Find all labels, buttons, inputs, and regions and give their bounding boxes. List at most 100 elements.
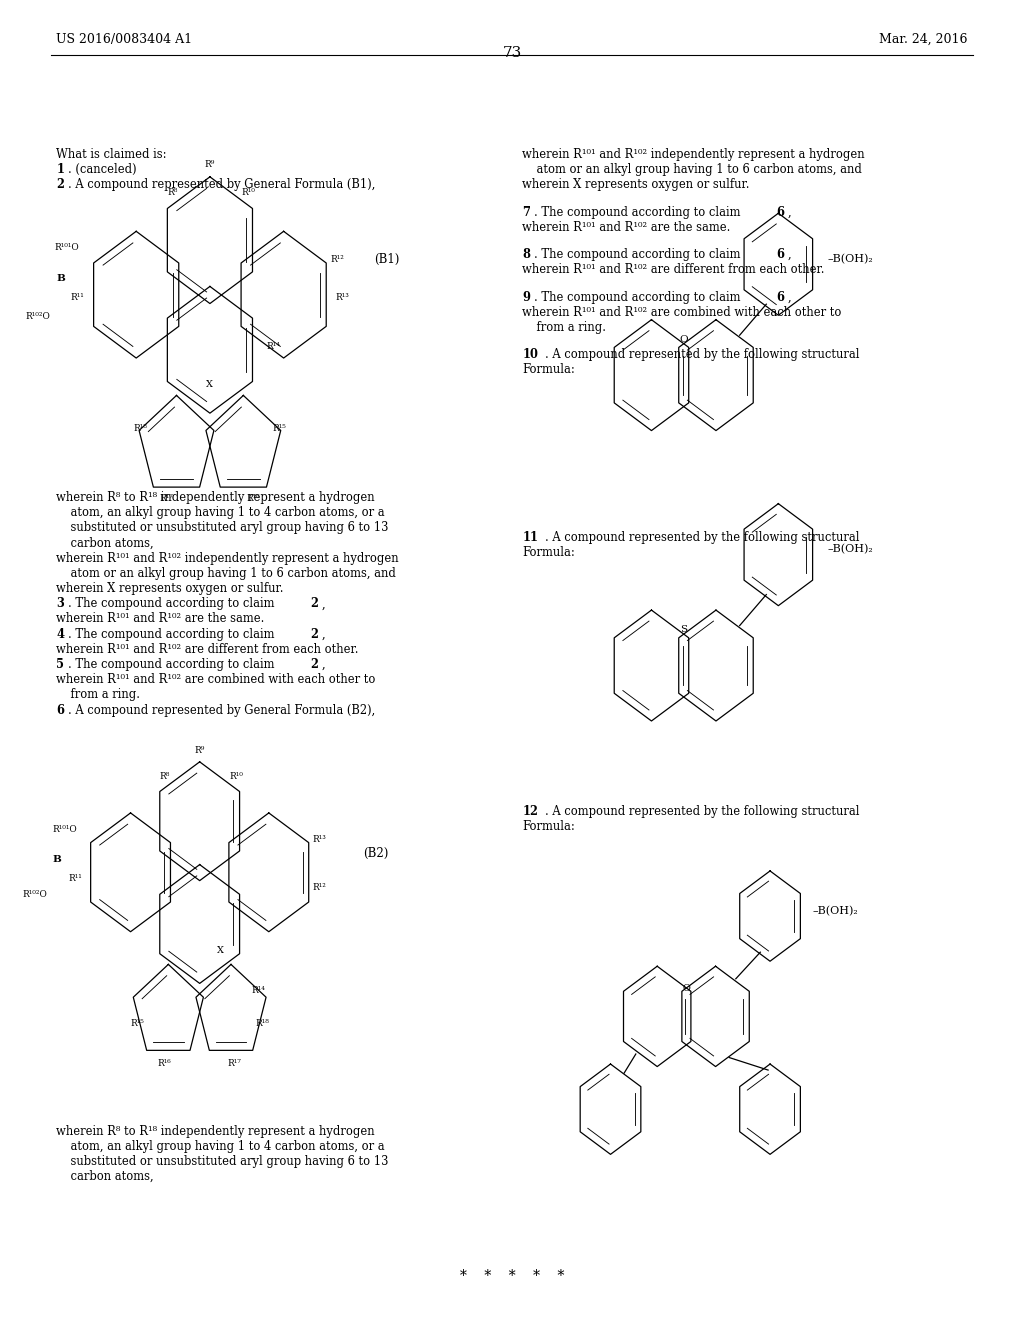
Text: . The compound according to claim: . The compound according to claim — [68, 627, 278, 640]
Text: . (canceled): . (canceled) — [68, 162, 136, 176]
Text: (B1): (B1) — [374, 253, 399, 267]
Text: . A compound represented by the following structural: . A compound represented by the followin… — [545, 805, 859, 818]
Text: 6: 6 — [776, 206, 784, 219]
Text: 2: 2 — [310, 657, 318, 671]
Text: . The compound according to claim: . The compound according to claim — [534, 290, 743, 304]
Text: 1: 1 — [56, 162, 65, 176]
Text: R¹¹: R¹¹ — [69, 874, 82, 883]
Text: 8: 8 — [522, 248, 530, 261]
Text: R¹²: R¹² — [331, 255, 344, 264]
Text: ,: , — [322, 627, 326, 640]
Text: wherein X represents oxygen or sulfur.: wherein X represents oxygen or sulfur. — [522, 178, 750, 191]
Text: ,: , — [787, 206, 792, 219]
Text: ,: , — [787, 290, 792, 304]
Text: substituted or unsubstituted aryl group having 6 to 13: substituted or unsubstituted aryl group … — [56, 521, 389, 535]
Text: R¹³: R¹³ — [335, 293, 349, 302]
Text: atom or an alkyl group having 1 to 6 carbon atoms, and: atom or an alkyl group having 1 to 6 car… — [56, 566, 396, 579]
Text: 2: 2 — [310, 627, 318, 640]
Text: 6: 6 — [56, 704, 65, 717]
Text: R¹⁸: R¹⁸ — [133, 424, 147, 433]
Text: . A compound represented by General Formula (B1),: . A compound represented by General Form… — [68, 178, 375, 191]
Text: R¹¹: R¹¹ — [71, 293, 85, 302]
Text: ,: , — [322, 657, 326, 671]
Text: ,: , — [787, 248, 792, 261]
Text: R¹⁸: R¹⁸ — [255, 1019, 269, 1028]
Text: X: X — [217, 946, 224, 956]
Text: wherein R¹⁰¹ and R¹⁰² are different from each other.: wherein R¹⁰¹ and R¹⁰² are different from… — [522, 263, 824, 276]
Text: 6: 6 — [776, 290, 784, 304]
Text: 5: 5 — [56, 657, 65, 671]
Text: wherein R¹⁰¹ and R¹⁰² are combined with each other to: wherein R¹⁰¹ and R¹⁰² are combined with … — [56, 673, 376, 686]
Text: R¹⁴: R¹⁴ — [251, 986, 265, 995]
Text: ,: , — [322, 597, 326, 610]
Text: US 2016/0083404 A1: US 2016/0083404 A1 — [56, 33, 193, 46]
Text: 11: 11 — [522, 531, 539, 544]
Text: Formula:: Formula: — [522, 363, 575, 376]
Text: (B2): (B2) — [364, 847, 389, 861]
Text: wherein R¹⁰¹ and R¹⁰² independently represent a hydrogen: wherein R¹⁰¹ and R¹⁰² independently repr… — [56, 552, 399, 565]
Text: atom, an alkyl group having 1 to 4 carbon atoms, or a: atom, an alkyl group having 1 to 4 carbo… — [56, 506, 385, 519]
Text: R¹⁵: R¹⁵ — [130, 1019, 144, 1028]
Text: . The compound according to claim: . The compound according to claim — [68, 597, 278, 610]
Text: wherein R⁸ to R¹⁸ independently represent a hydrogen: wherein R⁸ to R¹⁸ independently represen… — [56, 1125, 375, 1138]
Text: wherein R¹⁰¹ and R¹⁰² independently represent a hydrogen: wherein R¹⁰¹ and R¹⁰² independently repr… — [522, 148, 865, 161]
Text: wherein R⁸ to R¹⁸ independently represent a hydrogen: wherein R⁸ to R¹⁸ independently represen… — [56, 491, 375, 504]
Text: 6: 6 — [776, 248, 784, 261]
Text: carbon atoms,: carbon atoms, — [56, 1171, 154, 1183]
Text: 2: 2 — [310, 597, 318, 610]
Text: R¹⁵: R¹⁵ — [272, 424, 287, 433]
Text: S: S — [680, 624, 687, 634]
Text: R¹⁰²O: R¹⁰²O — [23, 891, 47, 899]
Text: Formula:: Formula: — [522, 820, 575, 833]
Text: carbon atoms,: carbon atoms, — [56, 536, 154, 549]
Text: . The compound according to claim: . The compound according to claim — [534, 248, 743, 261]
Text: R¹⁷: R¹⁷ — [160, 494, 174, 503]
Text: What is claimed is:: What is claimed is: — [56, 148, 167, 161]
Text: . The compound according to claim: . The compound according to claim — [68, 657, 278, 671]
Text: R¹⁷: R¹⁷ — [227, 1060, 242, 1068]
Text: atom or an alkyl group having 1 to 6 carbon atoms, and: atom or an alkyl group having 1 to 6 car… — [522, 162, 862, 176]
Text: 10: 10 — [522, 348, 539, 362]
Text: R¹⁰: R¹⁰ — [242, 189, 256, 197]
Text: R⁸: R⁸ — [168, 189, 178, 197]
Text: wherein R¹⁰¹ and R¹⁰² are different from each other.: wherein R¹⁰¹ and R¹⁰² are different from… — [56, 643, 358, 656]
Text: –B(OH)₂: –B(OH)₂ — [827, 544, 873, 554]
Text: from a ring.: from a ring. — [56, 688, 140, 701]
Text: 9: 9 — [522, 290, 530, 304]
Text: R¹⁶: R¹⁶ — [247, 494, 260, 503]
Text: *    *    *    *    *: * * * * * — [460, 1270, 564, 1283]
Text: R⁸: R⁸ — [160, 772, 170, 781]
Text: atom, an alkyl group having 1 to 4 carbon atoms, or a: atom, an alkyl group having 1 to 4 carbo… — [56, 1140, 385, 1152]
Text: wherein R¹⁰¹ and R¹⁰² are the same.: wherein R¹⁰¹ and R¹⁰² are the same. — [522, 220, 730, 234]
Text: R¹⁶: R¹⁶ — [158, 1060, 172, 1068]
Text: 12: 12 — [522, 805, 539, 818]
Text: wherein X represents oxygen or sulfur.: wherein X represents oxygen or sulfur. — [56, 582, 284, 595]
Text: 2: 2 — [56, 178, 65, 191]
Text: wherein R¹⁰¹ and R¹⁰² are combined with each other to: wherein R¹⁰¹ and R¹⁰² are combined with … — [522, 306, 842, 318]
Text: 3: 3 — [56, 597, 65, 610]
Text: O: O — [682, 985, 690, 994]
Text: R¹⁰: R¹⁰ — [229, 772, 244, 781]
Text: R¹⁴: R¹⁴ — [266, 342, 281, 351]
Text: B: B — [52, 855, 61, 863]
Text: O: O — [679, 334, 688, 343]
Text: R¹³: R¹³ — [312, 836, 327, 845]
Text: X: X — [207, 380, 213, 389]
Text: 7: 7 — [522, 206, 530, 219]
Text: . A compound represented by General Formula (B2),: . A compound represented by General Form… — [68, 704, 375, 717]
Text: from a ring.: from a ring. — [522, 321, 606, 334]
Text: R¹⁰¹O: R¹⁰¹O — [53, 825, 78, 834]
Text: . A compound represented by the following structural: . A compound represented by the followin… — [545, 348, 859, 362]
Text: R¹²: R¹² — [312, 883, 327, 892]
Text: R⁹: R⁹ — [195, 746, 205, 755]
Text: substituted or unsubstituted aryl group having 6 to 13: substituted or unsubstituted aryl group … — [56, 1155, 389, 1168]
Text: . The compound according to claim: . The compound according to claim — [534, 206, 743, 219]
Text: 4: 4 — [56, 627, 65, 640]
Text: R⁹: R⁹ — [205, 160, 215, 169]
Text: R¹⁰²O: R¹⁰²O — [26, 313, 50, 321]
Text: –B(OH)₂: –B(OH)₂ — [827, 253, 873, 264]
Text: B: B — [56, 275, 65, 284]
Text: 73: 73 — [503, 46, 521, 61]
Text: R¹⁰¹O: R¹⁰¹O — [55, 243, 80, 252]
Text: –B(OH)₂: –B(OH)₂ — [813, 906, 858, 916]
